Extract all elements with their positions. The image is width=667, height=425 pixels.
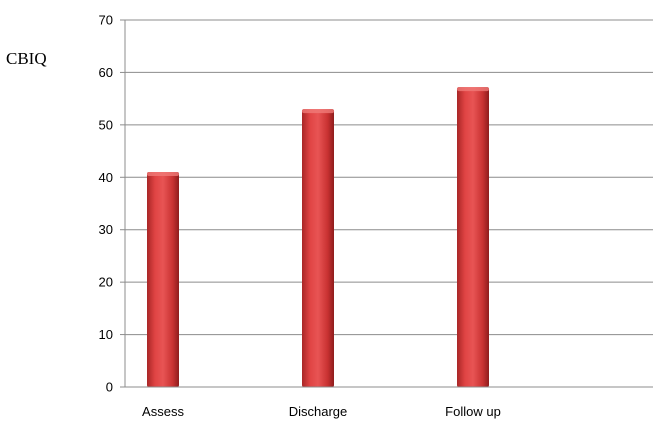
bar-top-highlight: [147, 172, 179, 177]
y-tick-label: 30: [99, 222, 113, 237]
y-tick-label: 20: [99, 275, 113, 290]
bar: [457, 87, 489, 387]
bars: [147, 87, 489, 387]
bar-body: [147, 172, 179, 387]
y-tick-label: 40: [99, 170, 113, 185]
bar-body: [302, 109, 334, 387]
bar-top-highlight: [457, 87, 489, 92]
axes: [120, 19, 653, 388]
y-tick-label: 60: [99, 65, 113, 80]
y-tick-label: 0: [106, 380, 113, 395]
bar-top-highlight: [302, 109, 334, 114]
y-tick-labels: 0 10 20 30 40 50 60 70: [99, 13, 113, 395]
x-category-label: Discharge: [289, 404, 348, 419]
bar-body: [457, 87, 489, 387]
y-tick-label: 50: [99, 117, 113, 132]
y-axis-label: CBIQ: [6, 49, 47, 68]
bar: [147, 172, 179, 387]
x-category-label: Assess: [142, 404, 184, 419]
x-category-labels: Assess Discharge Follow up: [142, 404, 501, 419]
y-tick-label: 10: [99, 327, 113, 342]
x-category-label: Follow up: [445, 404, 501, 419]
y-tick-label: 70: [99, 13, 113, 28]
bar: [302, 109, 334, 387]
gridlines: [125, 19, 653, 336]
